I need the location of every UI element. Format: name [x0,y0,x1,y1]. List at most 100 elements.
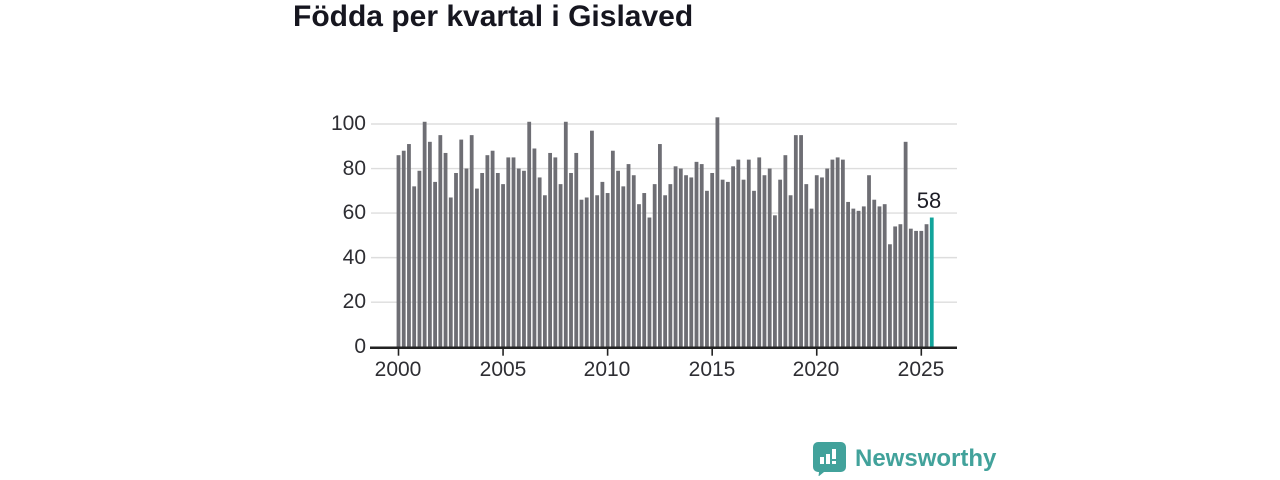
bar [762,175,767,347]
bar [924,224,929,347]
bar [642,193,647,347]
bar [475,188,479,347]
bar [867,175,871,347]
bar [757,157,762,347]
bar [814,175,819,347]
bar [652,184,657,347]
bar [888,244,892,347]
bar [793,135,798,347]
bar [663,195,668,347]
y-tick-label-40: 40 [342,246,366,269]
bar [736,159,741,347]
y-tick-label-80: 80 [342,157,366,180]
bar [438,135,443,347]
bar [767,168,772,347]
bar [537,177,542,347]
bar [506,157,511,347]
bar [773,215,777,347]
bar [720,179,725,347]
bar [694,161,699,347]
bar [501,184,505,347]
bar [605,193,610,347]
bar [490,150,495,347]
bar [433,181,437,347]
bar [574,152,579,347]
bar [522,170,526,347]
x-tick-label-2010: 2010 [583,358,631,381]
bar [856,210,861,347]
bar [846,201,851,347]
logo-bar-2 [826,454,830,464]
bar [532,148,537,347]
bar [422,121,427,347]
bar [495,172,500,347]
bar [689,177,694,347]
bar [820,177,824,347]
bar [725,181,730,347]
bar [464,168,469,347]
bar [626,164,631,347]
y-tick-label-60: 60 [342,201,366,224]
bar [480,172,485,347]
bar [799,135,803,347]
bar [715,117,720,347]
bar [788,195,793,347]
bar [637,204,641,347]
bar [590,130,594,347]
bar [542,195,547,347]
bar [454,172,458,347]
bar [563,121,568,347]
logo-exclamation-bar [832,449,836,459]
bar [569,172,573,347]
bar [610,150,615,347]
bar [407,144,411,347]
x-tick-label-2025: 2025 [897,358,945,381]
bar [511,157,516,347]
bar [673,166,678,347]
newsworthy-logo-text: Newsworthy [855,445,997,472]
bar [830,159,835,347]
bar [710,172,715,347]
bar-latest-quarter [929,217,934,347]
bar [616,170,620,347]
bar [448,197,453,347]
bar [678,168,683,347]
bar [548,152,553,347]
y-tick-label-0: 0 [354,335,366,358]
bar [778,179,783,347]
bar [647,217,652,347]
newsworthy-logo-icon [813,442,846,476]
bar [919,230,924,347]
chart-title: Födda per kvartal i Gislaved [293,0,694,33]
x-axis [370,346,957,356]
bar [877,206,882,347]
bar [804,184,809,347]
y-tick-label-20: 20 [342,290,366,313]
logo-exclamation-dot [832,461,836,464]
x-tick-label-2005: 2005 [479,358,527,381]
y-tick-label-100: 100 [330,112,366,135]
bar [903,141,908,347]
bar [809,208,814,347]
bar [658,144,662,347]
bar [898,224,903,347]
bar [579,199,584,347]
bar [427,141,432,347]
bar [401,150,406,347]
bar [485,155,490,347]
logo-bar-1 [820,457,824,464]
bar [746,159,751,347]
bar [835,157,840,347]
bar [396,155,401,347]
bar [752,190,756,347]
bar [783,155,788,347]
bar [443,152,448,347]
bar [840,159,845,347]
bar [631,175,636,347]
bar [851,208,856,347]
bar [595,195,600,347]
bar-series [396,117,934,347]
bar [731,166,735,347]
bar [553,157,558,347]
